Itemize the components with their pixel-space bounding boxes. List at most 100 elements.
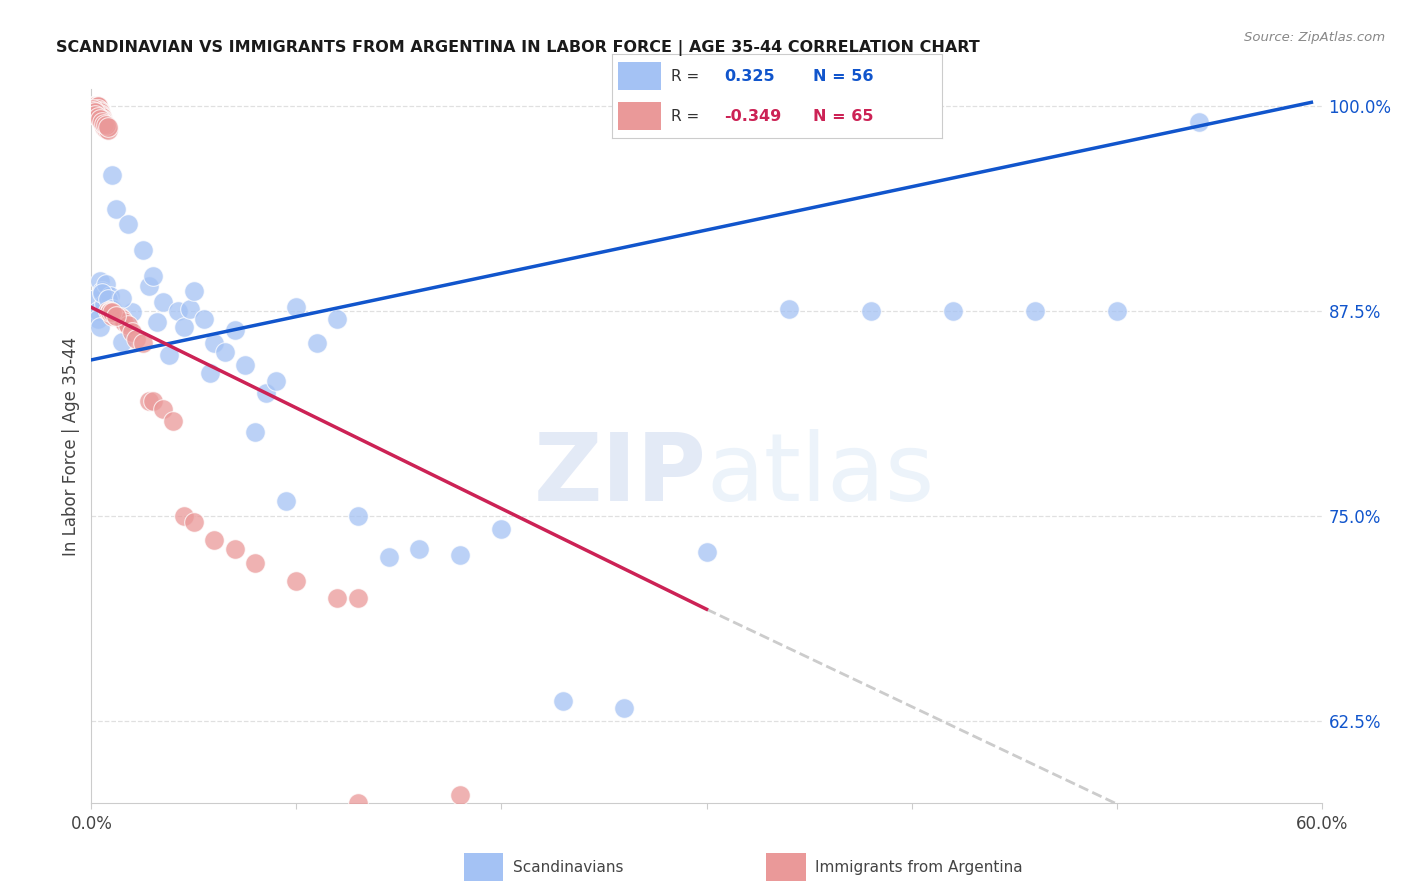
Point <box>111 334 134 349</box>
Point <box>84 108 107 122</box>
Point <box>183 284 205 298</box>
Text: N = 56: N = 56 <box>813 69 873 84</box>
Point <box>408 541 430 556</box>
Point <box>859 303 882 318</box>
Point <box>97 123 120 137</box>
Point <box>101 168 124 182</box>
Point <box>347 508 370 523</box>
Point <box>82 98 104 112</box>
Point <box>117 217 139 231</box>
Point <box>152 295 174 310</box>
Point <box>101 301 124 316</box>
Point <box>224 323 246 337</box>
Text: R =: R = <box>671 109 699 124</box>
Point <box>138 279 160 293</box>
Point <box>551 694 574 708</box>
Point <box>131 243 153 257</box>
Point <box>491 522 513 536</box>
Point <box>93 297 115 311</box>
Text: R =: R = <box>671 69 699 84</box>
Point <box>254 385 277 400</box>
Point <box>86 102 108 116</box>
Point <box>93 117 115 131</box>
Point <box>347 796 370 810</box>
Point <box>233 358 256 372</box>
Y-axis label: In Labor Force | Age 35-44: In Labor Force | Age 35-44 <box>62 336 80 556</box>
Point <box>89 108 111 122</box>
Point <box>142 269 165 284</box>
Text: atlas: atlas <box>706 428 935 521</box>
Point <box>449 788 471 802</box>
Text: Source: ZipAtlas.com: Source: ZipAtlas.com <box>1244 31 1385 45</box>
Point <box>276 494 298 508</box>
Point <box>84 105 107 120</box>
Point <box>1024 303 1046 318</box>
Point <box>347 591 370 605</box>
Point <box>93 117 115 131</box>
Point <box>89 112 111 126</box>
Point <box>305 336 328 351</box>
Point <box>146 315 169 329</box>
Point <box>131 336 153 351</box>
Point <box>173 508 195 523</box>
Point <box>89 274 111 288</box>
Point <box>166 303 188 318</box>
Point <box>778 301 800 316</box>
Point <box>112 315 135 329</box>
Point <box>84 98 107 112</box>
Text: SCANDINAVIAN VS IMMIGRANTS FROM ARGENTINA IN LABOR FORCE | AGE 35-44 CORRELATION: SCANDINAVIAN VS IMMIGRANTS FROM ARGENTIN… <box>56 40 980 56</box>
Point <box>245 556 267 570</box>
Text: 0.325: 0.325 <box>724 69 775 84</box>
Text: -0.349: -0.349 <box>724 109 782 124</box>
Point <box>98 305 121 319</box>
Point <box>98 303 121 318</box>
Point <box>224 541 246 556</box>
Point <box>93 118 115 132</box>
Point <box>84 98 107 112</box>
Point <box>613 700 636 714</box>
Point <box>245 425 267 439</box>
Point <box>89 103 111 118</box>
Point <box>90 112 112 126</box>
Point <box>86 303 108 318</box>
Point <box>94 121 117 136</box>
Point <box>157 348 180 362</box>
Point <box>97 292 120 306</box>
Point <box>97 303 120 318</box>
Point <box>98 289 121 303</box>
Point <box>84 98 107 112</box>
Point <box>94 118 117 132</box>
Point <box>111 291 134 305</box>
Point <box>94 277 117 292</box>
Bar <box>619 102 661 130</box>
Point <box>326 311 349 326</box>
Point <box>1187 115 1209 129</box>
Text: ZIP: ZIP <box>534 428 706 521</box>
Point <box>942 303 965 318</box>
Point <box>84 98 107 112</box>
Point <box>285 574 308 589</box>
Point <box>193 311 215 326</box>
Text: N = 65: N = 65 <box>813 109 873 124</box>
Point <box>86 98 108 112</box>
Point <box>84 292 107 306</box>
Point <box>90 113 112 128</box>
Point <box>1105 303 1128 318</box>
Point <box>90 110 112 124</box>
Point <box>90 115 112 129</box>
Point <box>82 103 104 118</box>
Point <box>90 285 112 300</box>
Point <box>94 120 117 134</box>
Point <box>89 107 111 121</box>
Point <box>105 309 127 323</box>
Point <box>97 120 120 134</box>
Point <box>86 98 108 112</box>
Point <box>89 105 111 120</box>
Point <box>326 591 349 605</box>
Point <box>152 402 174 417</box>
Point <box>173 320 195 334</box>
Point <box>84 98 107 112</box>
Point <box>86 311 108 326</box>
Point <box>214 344 236 359</box>
Bar <box>619 62 661 90</box>
